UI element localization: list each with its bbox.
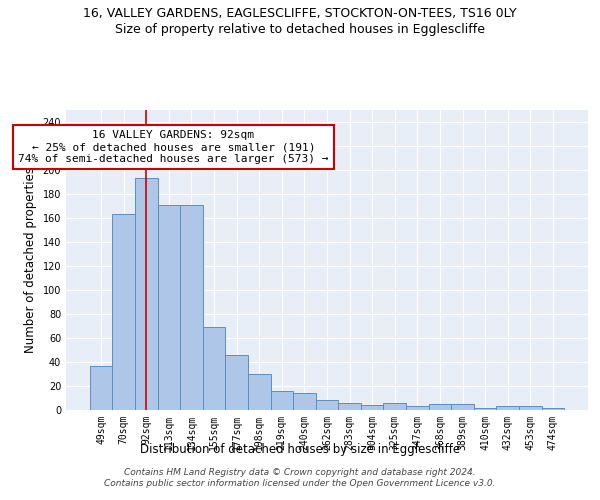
Bar — [112, 214, 135, 410]
Text: Distribution of detached houses by size in Egglescliffe: Distribution of detached houses by size … — [140, 442, 460, 456]
Bar — [474, 408, 496, 410]
Bar — [293, 393, 316, 410]
Bar — [383, 403, 406, 410]
Bar — [542, 408, 564, 410]
Bar — [271, 391, 293, 410]
Bar — [158, 205, 180, 410]
Bar — [135, 178, 158, 410]
Bar — [361, 405, 383, 410]
Bar — [316, 400, 338, 410]
Bar — [496, 406, 519, 410]
Bar — [180, 205, 203, 410]
Y-axis label: Number of detached properties: Number of detached properties — [24, 167, 37, 353]
Bar — [338, 403, 361, 410]
Text: Contains HM Land Registry data © Crown copyright and database right 2024.
Contai: Contains HM Land Registry data © Crown c… — [104, 468, 496, 487]
Bar — [226, 355, 248, 410]
Bar — [248, 374, 271, 410]
Text: 16, VALLEY GARDENS, EAGLESCLIFFE, STOCKTON-ON-TEES, TS16 0LY: 16, VALLEY GARDENS, EAGLESCLIFFE, STOCKT… — [83, 8, 517, 20]
Text: Size of property relative to detached houses in Egglescliffe: Size of property relative to detached ho… — [115, 22, 485, 36]
Bar — [90, 366, 112, 410]
Bar — [428, 404, 451, 410]
Bar — [519, 406, 542, 410]
Bar — [406, 406, 428, 410]
Bar — [203, 327, 226, 410]
Bar — [451, 404, 474, 410]
Text: 16 VALLEY GARDENS: 92sqm
← 25% of detached houses are smaller (191)
74% of semi-: 16 VALLEY GARDENS: 92sqm ← 25% of detach… — [18, 130, 329, 164]
